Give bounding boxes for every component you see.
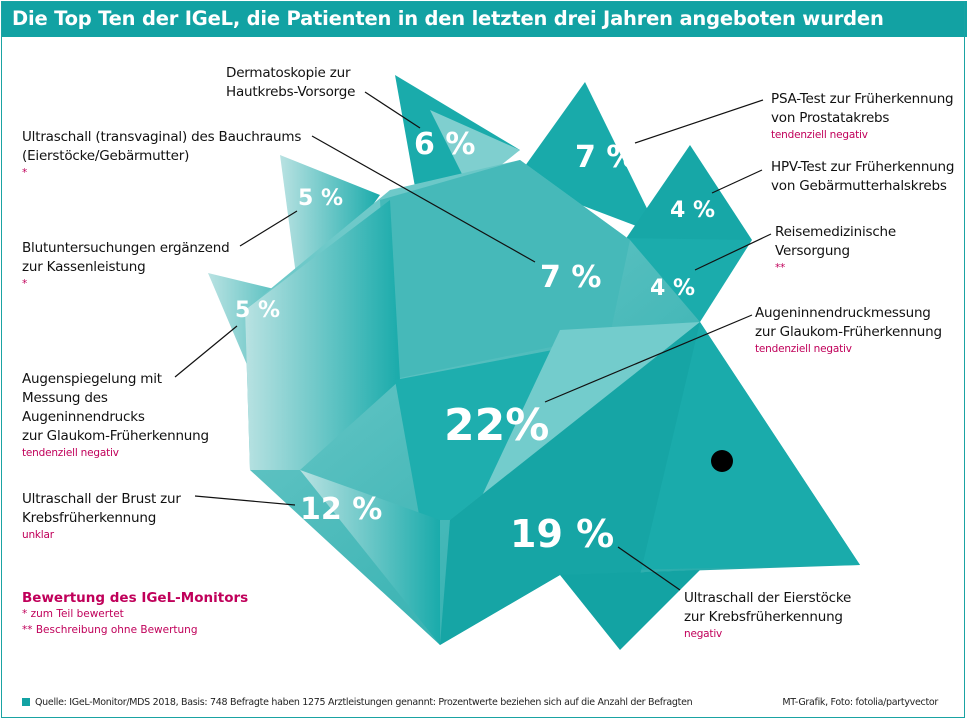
rating: * xyxy=(22,278,28,290)
pct-hpv: 4 % xyxy=(670,198,716,223)
rating: * xyxy=(22,167,28,179)
label-blut: Blutuntersuchungen ergänzend zur Kassenle… xyxy=(22,240,230,290)
spike-psa xyxy=(515,82,660,235)
spike-derma-light xyxy=(430,110,520,190)
facet-left xyxy=(245,200,400,470)
facet-19 xyxy=(440,322,700,645)
legend-item: * zum Teil bewertet xyxy=(22,608,124,620)
pct-eier: 19 % xyxy=(510,512,615,556)
pct-derma: 6 % xyxy=(414,127,476,162)
pct-ultra-bauch: 7 % xyxy=(540,260,602,295)
rating: ** xyxy=(775,262,786,274)
spike-bottom-2 xyxy=(300,470,440,645)
label-eier: Ultraschall der Eierstöcke zur Krebsfrühe… xyxy=(684,590,852,640)
label-psa: PSA-Test zur Früherkennung von Prostatakr… xyxy=(771,91,954,141)
rating: negativ xyxy=(684,628,723,640)
rating: unklar xyxy=(22,529,54,541)
facet-ultra xyxy=(380,160,630,380)
label-druck: Augeninnendruckmessung zur Glaukom-Früher… xyxy=(755,305,942,355)
label-augen: Augenspiegelung mit Messung des Augeninnen… xyxy=(22,371,209,459)
pct-augen: 5 % xyxy=(235,298,281,323)
rating: tendenziell negativ xyxy=(22,447,119,459)
eye xyxy=(711,450,733,472)
pct-brust: 12 % xyxy=(300,492,383,527)
spike-hpv xyxy=(625,145,752,240)
rating: tendenziell negativ xyxy=(771,129,868,141)
title-bar: Die Top Ten der IGeL, die Patienten in d… xyxy=(1,1,967,37)
rating: tendenziell negativ xyxy=(755,343,852,355)
label-ultra-bauch: Ultraschall (transvaginal) des Bauchraum… xyxy=(22,129,302,179)
label-reise: Reisemedizinische Versorgung ** xyxy=(775,224,897,274)
label-derma: Dermatoskopie zur Hautkrebs-Vorsorge xyxy=(226,65,356,100)
label-brust: Ultraschall der Brust zur Krebsfrüherkenn… xyxy=(22,491,181,541)
legend-item: ** Beschreibung ohne Bewertung xyxy=(22,624,198,636)
spike-bottom-1 xyxy=(560,570,700,650)
credit-note: MT-Grafik, Foto: fotolia/partyvector xyxy=(782,697,938,708)
leader-lines xyxy=(174,91,772,591)
spikes xyxy=(208,75,860,650)
label-hpv: HPV-Test zur Früherkennung von Gebärmutte… xyxy=(771,159,955,194)
pct-reise: 4 % xyxy=(650,276,696,301)
pct-psa: 7 % xyxy=(575,140,637,175)
page-title: Die Top Ten der IGeL, die Patienten in d… xyxy=(12,7,884,30)
rating-legend: Bewertung des IGeL-Monitors * zum Teil b… xyxy=(22,590,248,638)
legend-heading: Bewertung des IGeL-Monitors xyxy=(22,590,249,606)
square-bullet-icon xyxy=(22,698,30,706)
pct-druck: 22% xyxy=(444,400,550,451)
pct-blut: 5 % xyxy=(298,186,344,211)
source-note: Quelle: IGeL-Monitor/MDS 2018, Basis: 74… xyxy=(22,697,693,708)
